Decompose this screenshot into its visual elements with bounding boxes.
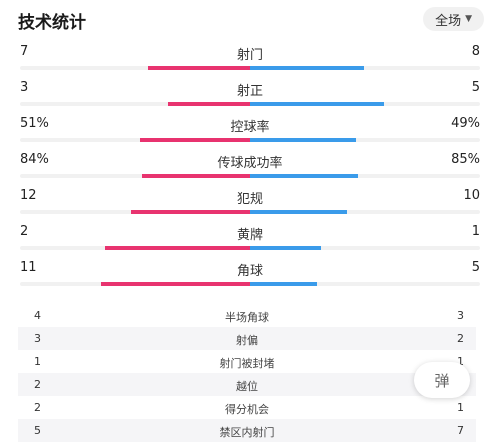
stat-row: 84% 传球成功率 85% [0,152,500,188]
home-bar [101,282,250,286]
away-bar [250,138,356,142]
stat-label: 犯规 [236,192,263,207]
table-row: 2 越位 [18,373,476,396]
home-value: 2 [34,378,41,391]
away-value: 7 [457,424,464,437]
away-value: 1 [471,224,480,239]
table-row: 5 禁区内射门 7 [18,419,476,442]
stat-label: 射门 [236,48,263,63]
away-bar [250,174,358,178]
stat-label: 禁区内射门 [219,426,275,439]
home-value: 5 [34,424,41,437]
away-value: 3 [457,309,464,322]
away-value: 85% [451,152,480,167]
home-bar [168,102,250,106]
away-bar [250,246,321,250]
stat-row: 3 射正 5 [0,80,500,116]
stat-label: 越位 [236,380,258,393]
home-value: 1 [34,355,41,368]
home-value: 84% [20,152,49,167]
extra-stats-table: 4 半场角球 3 3 射偏 2 1 射门被封堵 1 2 越位 2 得分机会 1 5 禁区内射门 7 [18,304,476,442]
stat-label: 半场角球 [225,311,269,324]
stat-label: 射正 [236,84,263,99]
home-bar [148,66,250,70]
stat-label: 射门被封堵 [219,357,275,370]
table-row: 3 射偏 2 [18,327,476,350]
away-value: 5 [471,260,480,275]
page-title: 技术统计 [18,13,86,33]
away-value: 2 [457,332,464,345]
home-value: 51% [20,116,49,131]
away-value: 10 [463,188,480,203]
home-value: 2 [34,401,41,414]
stat-label: 射偏 [236,334,258,347]
stat-row: 12 犯规 10 [0,188,500,224]
table-row: 2 得分机会 1 [18,396,476,419]
table-row: 4 半场角球 3 [18,304,476,327]
away-bar [250,102,384,106]
home-value: 12 [20,188,37,203]
home-value: 3 [34,332,41,345]
home-value: 11 [20,260,37,275]
stat-label: 控球率 [230,120,270,135]
away-value: 1 [457,401,464,414]
stat-row: 2 黄牌 1 [0,224,500,260]
away-bar [250,66,364,70]
away-value: 5 [471,80,480,95]
home-value: 4 [34,309,41,322]
stat-label: 传球成功率 [217,156,283,171]
stat-label: 得分机会 [225,403,269,416]
chevron-down-icon: ▼ [465,14,472,24]
away-bar [250,282,317,286]
stat-row: 7 射门 8 [0,44,500,80]
danmaku-button[interactable]: 弹 [414,362,470,398]
stat-row: 51% 控球率 49% [0,116,500,152]
home-value: 2 [20,224,29,239]
scope-selector[interactable]: 全场 ▼ [423,7,484,31]
away-bar [250,210,347,214]
away-value: 8 [471,44,480,59]
away-value: 49% [451,116,480,131]
home-bar [131,210,250,214]
home-bar [140,138,250,142]
stats-header: 技术统计 全场 ▼ [0,0,500,40]
danmaku-label: 弹 [434,371,450,390]
stat-label: 黄牌 [236,228,263,243]
home-value: 3 [20,80,29,95]
stat-label: 角球 [236,264,263,279]
home-bar [105,246,250,250]
home-value: 7 [20,44,29,59]
stat-row: 11 角球 5 [0,260,500,296]
home-bar [142,174,250,178]
scope-label: 全场 [435,13,462,29]
away-value: 1 [457,355,464,368]
table-row: 1 射门被封堵 1 [18,350,476,373]
